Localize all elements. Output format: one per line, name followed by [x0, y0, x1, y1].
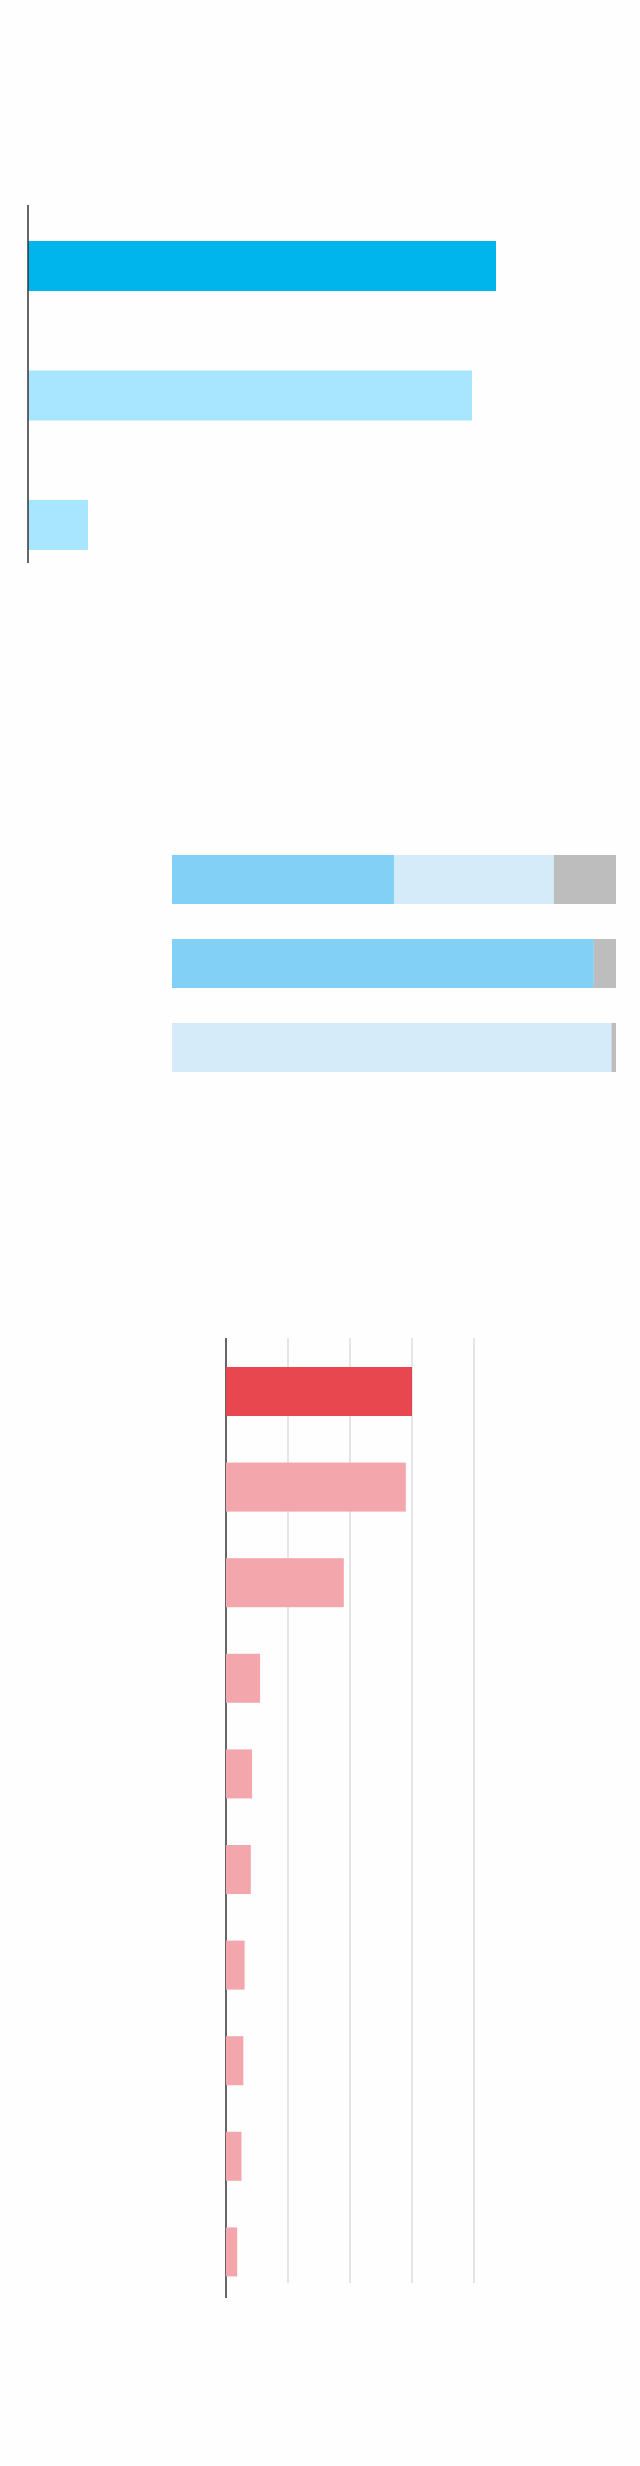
bar — [226, 1940, 245, 1990]
bar-segment — [172, 939, 594, 988]
bar — [226, 1558, 344, 1608]
bar-segment — [172, 855, 394, 904]
bar — [226, 2131, 242, 2181]
bar — [28, 241, 496, 291]
bar — [28, 370, 472, 421]
bar — [226, 2227, 238, 2277]
bar-segment — [611, 1023, 616, 1072]
bar-segment — [553, 855, 616, 904]
bar — [226, 1845, 251, 1894]
bar — [226, 1367, 412, 1416]
bar-segment — [394, 855, 554, 904]
bar — [226, 1749, 253, 1799]
bar — [226, 1462, 406, 1512]
bar-segment — [172, 1023, 612, 1072]
bar — [226, 1653, 261, 1703]
bar — [28, 500, 88, 550]
bar — [226, 2036, 244, 2086]
bar-segment — [593, 939, 616, 988]
